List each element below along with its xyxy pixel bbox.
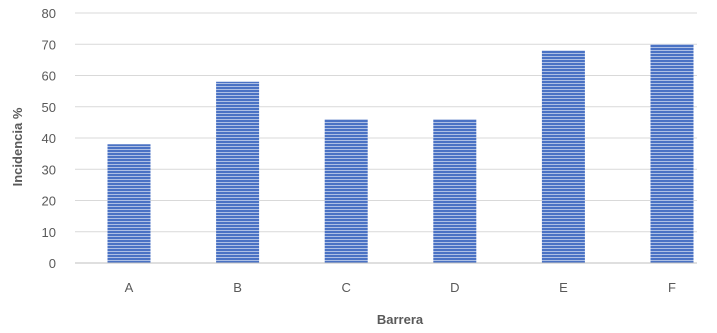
- bar-d: [433, 119, 477, 263]
- bars: [107, 44, 694, 263]
- y-tick-label: 40: [42, 131, 56, 146]
- y-tick-label: 70: [42, 37, 56, 52]
- y-tick-label: 30: [42, 162, 56, 177]
- y-tick-label: 0: [49, 256, 56, 271]
- x-tick-label: F: [668, 280, 676, 295]
- bar-f: [650, 44, 694, 263]
- bar-a: [107, 144, 151, 263]
- y-tick-label: 80: [42, 6, 56, 21]
- y-axis-title: Incidencia %: [10, 107, 25, 186]
- tick-labels: 0 10 20 30 40 50 60 70 80 A B C D E F: [42, 6, 676, 295]
- x-tick-label: D: [450, 280, 459, 295]
- y-tick-label: 10: [42, 225, 56, 240]
- y-tick-label: 20: [42, 194, 56, 209]
- x-tick-label: A: [125, 280, 134, 295]
- bar-b: [216, 81, 260, 263]
- x-tick-label: E: [559, 280, 568, 295]
- x-tick-label: C: [342, 280, 351, 295]
- x-axis-title: Barrera: [377, 312, 424, 327]
- bar-e: [541, 50, 585, 263]
- y-tick-label: 50: [42, 100, 56, 115]
- x-tick-label: B: [233, 280, 242, 295]
- gridlines: [75, 12, 697, 233]
- y-tick-label: 60: [42, 69, 56, 84]
- bar-c: [324, 119, 368, 263]
